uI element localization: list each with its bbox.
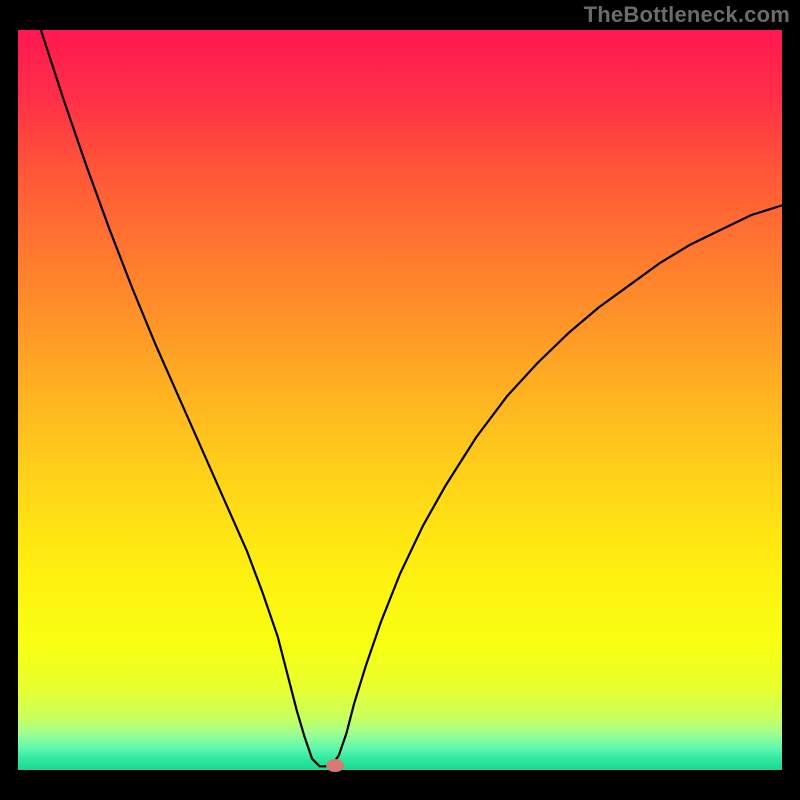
chart-background xyxy=(18,30,782,770)
source-watermark: TheBottleneck.com xyxy=(584,2,790,28)
optimal-point-marker xyxy=(326,759,344,772)
bottleneck-curve-chart xyxy=(0,0,800,800)
